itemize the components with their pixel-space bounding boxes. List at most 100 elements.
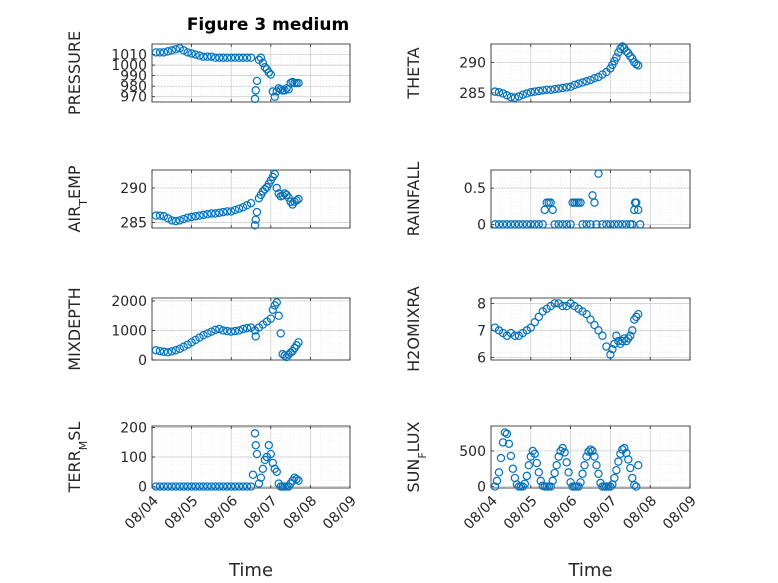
data-point xyxy=(586,220,595,229)
data-point xyxy=(538,86,547,95)
data-point xyxy=(215,482,224,491)
data-point xyxy=(492,476,502,486)
data-point xyxy=(510,93,520,102)
data-point xyxy=(252,207,262,217)
data-point xyxy=(230,205,240,215)
data-point xyxy=(234,326,244,335)
data-point xyxy=(578,220,587,229)
data-point xyxy=(530,87,539,96)
data-point xyxy=(574,482,583,491)
data-point xyxy=(514,220,524,229)
data-point xyxy=(266,70,275,79)
data-point xyxy=(203,482,212,491)
data-point xyxy=(550,299,559,308)
data-point xyxy=(614,457,623,466)
data-point xyxy=(502,429,512,439)
data-point xyxy=(574,79,583,88)
data-point xyxy=(199,52,208,61)
data-point xyxy=(203,329,212,338)
subplot-terr_msl: 0 100 200 08/04 08/05 08/06 08/07 08/08 08/09 Tim… xyxy=(65,420,360,581)
data-point xyxy=(594,469,603,478)
data-point xyxy=(258,58,268,68)
y-tick-label: 200 xyxy=(120,420,147,436)
y-tick-label: 0 xyxy=(138,353,147,369)
data-point xyxy=(598,331,607,340)
data-point xyxy=(540,205,549,215)
data-point xyxy=(171,482,180,491)
axes-box xyxy=(490,43,691,103)
data-point xyxy=(606,350,615,359)
data-point xyxy=(179,46,188,55)
data-point xyxy=(490,220,500,229)
data-point xyxy=(195,211,204,220)
series-markers xyxy=(151,298,303,362)
data-point xyxy=(280,86,289,95)
y-tick-label: 1000 xyxy=(111,58,147,74)
data-point xyxy=(500,428,510,437)
data-point xyxy=(562,220,571,229)
data-point xyxy=(256,473,266,482)
data-point xyxy=(610,473,619,483)
series-markers xyxy=(151,44,303,104)
data-point xyxy=(151,346,161,355)
data-point xyxy=(498,220,508,229)
data-point xyxy=(536,476,545,486)
series-markers xyxy=(490,42,643,102)
data-point xyxy=(502,91,512,100)
axes-box xyxy=(151,169,351,229)
data-point xyxy=(530,318,539,327)
data-point xyxy=(171,45,180,54)
x-tick-label: 08/07 xyxy=(580,493,620,533)
data-point xyxy=(550,468,559,478)
data-point xyxy=(207,327,216,336)
data-point xyxy=(526,323,536,332)
data-point xyxy=(564,468,573,477)
data-point xyxy=(159,212,169,221)
data-point xyxy=(634,61,643,70)
data-point xyxy=(207,52,216,61)
data-point xyxy=(518,220,528,229)
data-point xyxy=(580,460,589,470)
data-point xyxy=(242,201,252,210)
data-point xyxy=(199,331,208,340)
subplot-rainfall: 0 0.5 RAINFALL xyxy=(404,162,691,236)
data-point xyxy=(230,326,240,336)
data-point xyxy=(508,464,518,473)
data-point xyxy=(506,92,516,102)
data-point xyxy=(506,220,516,229)
y-tick-label: 285 xyxy=(120,215,147,231)
data-point xyxy=(522,220,532,229)
data-point xyxy=(163,348,173,357)
data-point xyxy=(272,298,281,307)
data-point xyxy=(246,482,256,491)
axes-box xyxy=(151,297,351,361)
data-point xyxy=(588,446,597,456)
data-point xyxy=(183,48,192,57)
series-markers xyxy=(490,428,643,491)
data-point xyxy=(610,220,619,229)
data-point xyxy=(155,211,165,220)
data-point xyxy=(594,169,603,178)
data-point xyxy=(278,191,287,200)
data-point xyxy=(167,46,176,55)
data-point xyxy=(167,216,176,225)
data-point xyxy=(179,342,188,351)
data-point xyxy=(530,220,539,229)
data-point xyxy=(576,478,585,487)
data-point xyxy=(558,301,567,311)
y-tick-label: 0 xyxy=(477,217,486,233)
data-point xyxy=(598,220,607,229)
data-point xyxy=(538,220,547,229)
data-point xyxy=(498,438,508,447)
data-point xyxy=(514,92,524,101)
data-point xyxy=(163,214,173,223)
data-point xyxy=(628,326,637,335)
data-point xyxy=(234,482,244,491)
data-point xyxy=(522,89,532,98)
data-point xyxy=(606,220,615,229)
subplot-h2omixra: 6 7 8 H2OMIXRA xyxy=(404,286,691,372)
data-point xyxy=(608,345,617,354)
x-tick-label: 08/06 xyxy=(541,493,581,533)
